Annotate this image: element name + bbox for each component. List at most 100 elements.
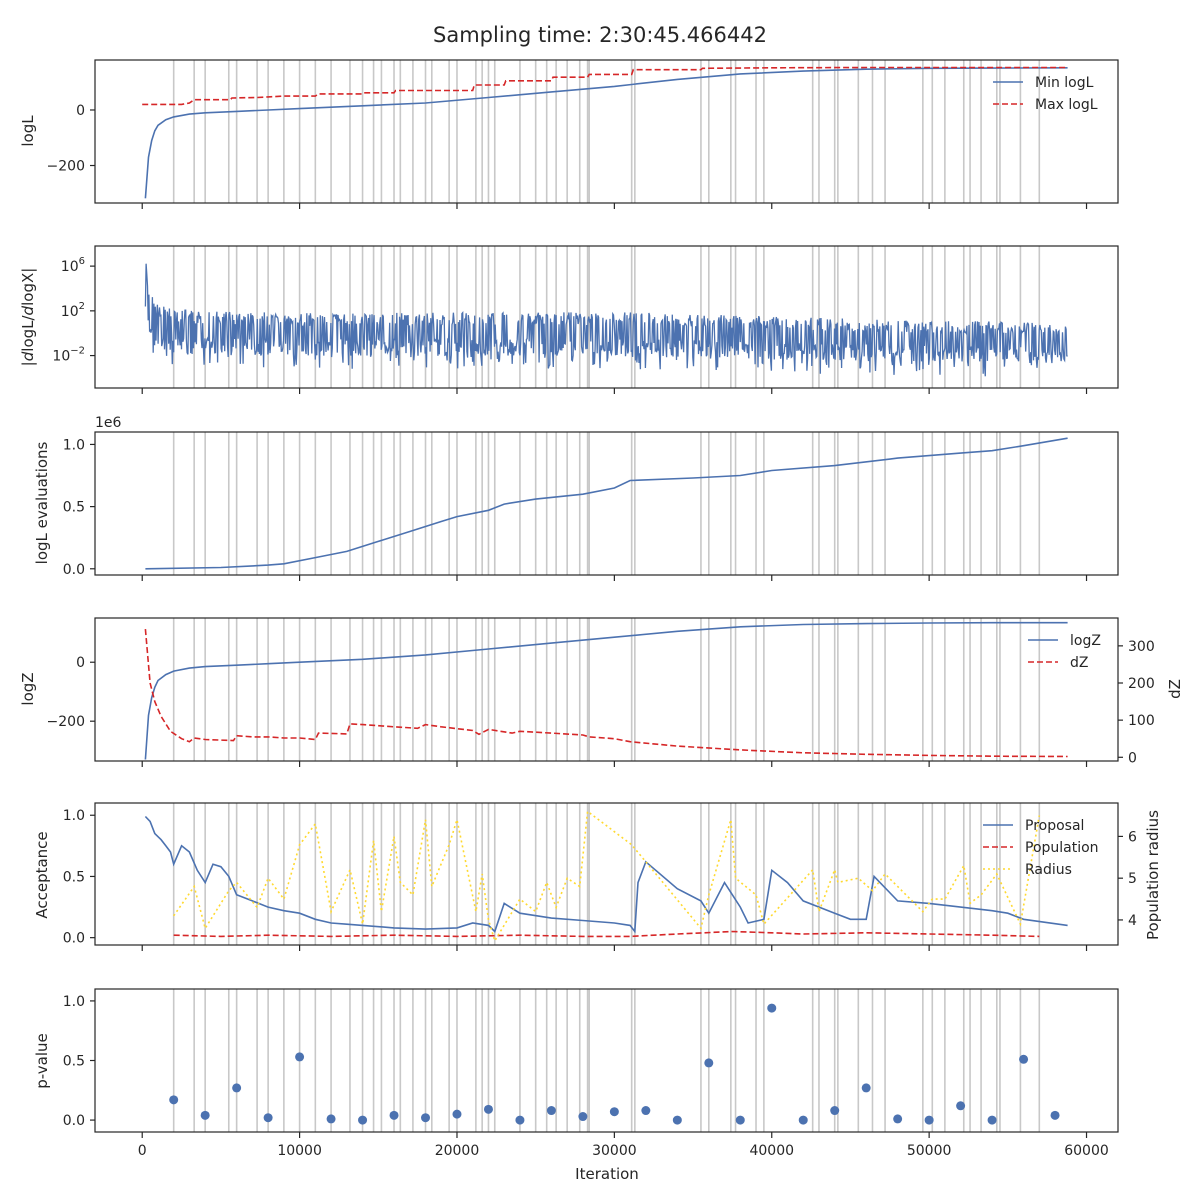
y2-tick-label: 300 [1128,639,1155,655]
series-group [144,621,1068,760]
y-tick-label: 0 [76,655,85,671]
pvalue-point [515,1115,525,1125]
offset-label-ncall: 1e6 [95,415,122,431]
y2label-acceptance: Population radius [1144,810,1162,940]
plot-area-logz: 0 −200 0 100 200 300 logZ dZ [47,617,1155,767]
panel-dlogl: |dlogL/dlogX| [19,268,37,367]
x-tick-label: 20000 [435,1143,480,1159]
pvalue-point [924,1115,934,1125]
axes-frame [94,617,1119,762]
pvalue-point [326,1114,336,1124]
iteration-markers [172,618,1041,761]
y-tick-label: 106 [61,256,85,275]
y-tick-label: 102 [61,301,85,320]
pvalue-point [389,1110,399,1120]
series-group [145,437,1068,570]
pvalue-point [956,1101,966,1111]
ylabel-acceptance: Acceptance [33,831,51,918]
y2-tick-label: 5 [1128,871,1137,887]
pvalue-point [232,1083,242,1093]
y-tick-label: −200 [47,714,85,730]
pvalue-point [295,1052,305,1062]
pvalue-point [169,1095,179,1105]
legend-label: Max logL [1035,97,1098,113]
x-tick-label: 0 [138,1143,147,1159]
iteration-markers [172,432,1041,575]
series-line-population [173,930,1040,938]
plot-area-loglike: 0 −200 Min logL Max logL [47,59,1119,209]
series-line-dz [144,629,1068,758]
series-line-0 [145,437,1068,570]
pvalue-point [421,1113,431,1123]
ylabel-logz: logZ [19,672,37,705]
y-tick-label: 10−2 [52,346,85,365]
y-tick-label: 1.0 [63,437,85,453]
pvalue-point [200,1110,210,1120]
panel-ncall: logL evaluations 1e6 [33,415,122,564]
y-tick-label: 0 [76,103,85,119]
pvalue-point [672,1115,682,1125]
iteration-markers [172,246,1041,388]
panel-pvalue: p-value Iteration [33,1033,639,1183]
panel-acceptance: Acceptance Population radius [33,810,1162,940]
legend-label: Population [1025,840,1099,856]
y-tick-label: 0.0 [63,1113,85,1129]
x-tick-label: 50000 [907,1143,952,1159]
y-tick-label: 0.5 [63,869,85,885]
iteration-markers [172,60,1041,203]
legend-label: Proposal [1025,818,1084,834]
legend-label: logZ [1070,633,1101,649]
plot-area-dlogl: 106 102 10−2 [52,245,1119,394]
y2-tick-label: 4 [1128,913,1137,929]
axes-frame [94,245,1119,389]
axes-frame [94,802,1119,946]
y2label-logz: dZ [1166,679,1184,699]
axes-frame [94,431,1119,576]
pvalue-point [704,1058,714,1068]
plot-area-acceptance: 0.0 0.5 1.0 4 5 6 Proposal Population Radius [63,802,1137,951]
y2-tick-label: 6 [1128,829,1137,845]
y-tick-label: 0.5 [63,500,85,516]
y-tick-label: 1.0 [63,994,85,1010]
series-line-radius [173,809,1041,943]
dlogl-series [144,263,1068,377]
plot-area-ncall: 0.0 0.5 1.0 [63,431,1119,581]
x-tick-label: 30000 [592,1143,637,1159]
series-line-logz [144,621,1068,760]
xlabel-iteration: Iteration [575,1165,639,1183]
pvalue-point [546,1106,556,1116]
legend-label: Min logL [1035,75,1094,91]
y-tick-label: 1.0 [63,808,85,824]
ylabel-loglike: logL [19,115,37,147]
series-line-min-logl [144,67,1068,199]
ylabel-dlogl: |dlogL/dlogX| [19,268,37,367]
y2-tick-label: 0 [1128,750,1137,766]
pvalue-point [861,1083,871,1093]
pvalue-point [609,1107,619,1117]
x-tick-label: 40000 [749,1143,794,1159]
y-tick-label: 0.0 [63,562,85,578]
pvalue-point [483,1104,493,1114]
series-line-proposal [144,815,1068,934]
y-tick-label: 0.5 [63,1054,85,1070]
pvalue-point [578,1112,588,1122]
series-group [169,1003,1060,1125]
axes-frame [94,59,1119,204]
series-group [142,66,1068,199]
iteration-markers [172,803,1041,945]
pvalue-point [452,1109,462,1119]
pvalue-point [830,1106,840,1116]
y-tick-label: 0.0 [63,931,85,947]
ylabel-ncall: logL evaluations [33,441,51,564]
panel-loglike: logL [19,115,37,147]
figure-title: Sampling time: 2:30:45.466442 [433,23,767,47]
pvalue-point [987,1115,997,1125]
y2-tick-label: 200 [1128,676,1155,692]
series-line-max-logl [142,66,1068,106]
panel-logz: logZ dZ [19,672,1184,705]
x-tick-label: 10000 [277,1143,322,1159]
pvalue-point [767,1003,777,1013]
series-group [144,809,1068,943]
legend-label: dZ [1070,655,1088,671]
iteration-markers [172,989,1041,1132]
